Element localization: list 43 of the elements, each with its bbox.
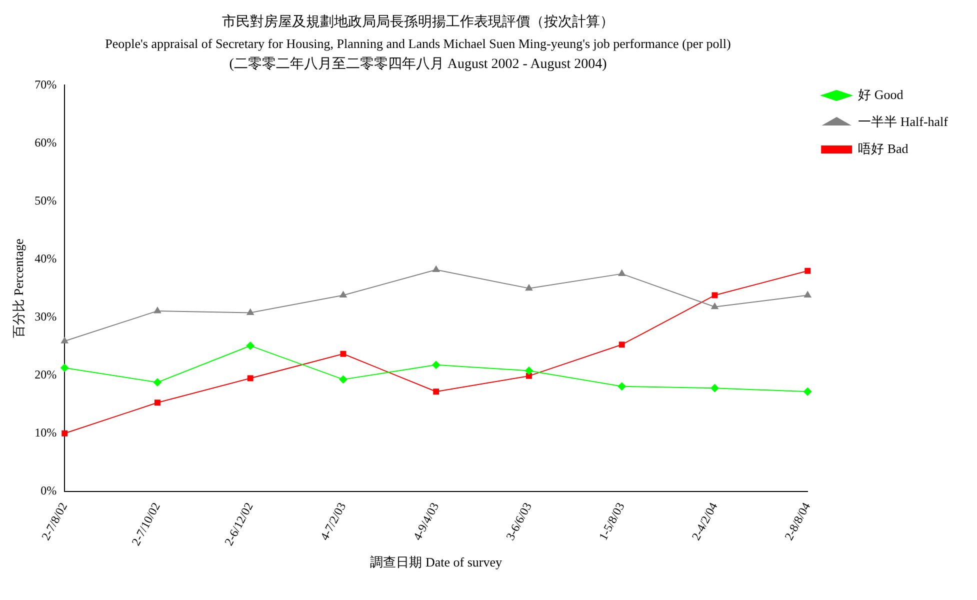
point: [340, 350, 346, 357]
point: [525, 284, 533, 291]
point: [710, 384, 719, 392]
point: [61, 337, 68, 344]
y-tick-label: 60%: [34, 135, 57, 150]
legend-label: 一半半 Half-half: [858, 114, 949, 129]
point: [804, 291, 812, 298]
point: [524, 366, 533, 375]
point: [154, 400, 160, 406]
point: [340, 291, 347, 298]
legend-label: 好 Good: [858, 86, 904, 102]
point: [246, 308, 254, 315]
y-tick-label: 30%: [34, 309, 57, 324]
point: [60, 364, 69, 372]
point: [246, 342, 254, 350]
y-tick-label: 40%: [34, 251, 57, 266]
y-tick-label: 50%: [34, 193, 57, 208]
point: [247, 375, 254, 382]
y-axis-title: 百分比 Percentage: [11, 238, 26, 338]
y-tick-label: 0%: [40, 484, 57, 498]
point: [339, 375, 348, 384]
point: [712, 292, 718, 298]
x-axis-title: 調查日期 Date of survey: [370, 554, 502, 570]
point: [804, 388, 812, 396]
y-tick-label: 10%: [34, 426, 57, 440]
point: [804, 268, 811, 274]
point: [62, 430, 68, 436]
point: [153, 378, 162, 386]
point: [526, 372, 532, 379]
chart-title: 市民對房屋及規劃地政局局長孫明揚工作表現評價（按次計算）: [221, 13, 615, 32]
point: [711, 302, 718, 310]
y-tick-label: 70%: [34, 77, 57, 92]
point: [432, 266, 440, 272]
y-tick-label: 20%: [34, 368, 57, 382]
point: [433, 388, 440, 395]
point: [618, 342, 625, 348]
point: [618, 270, 626, 276]
text: (二零零二年八月至二零零四年八月 August 2002 - August 2004): [228, 56, 608, 74]
legend-label: 唔好 Bad: [858, 140, 909, 156]
point: [432, 360, 440, 369]
point: [154, 306, 162, 314]
point: [618, 382, 626, 390]
chart-subtitle: People's appraisal of Secretary for Housing, Planning and Lands Michael Suen Ming-yeung's job performance (per poll): [104, 35, 732, 53]
